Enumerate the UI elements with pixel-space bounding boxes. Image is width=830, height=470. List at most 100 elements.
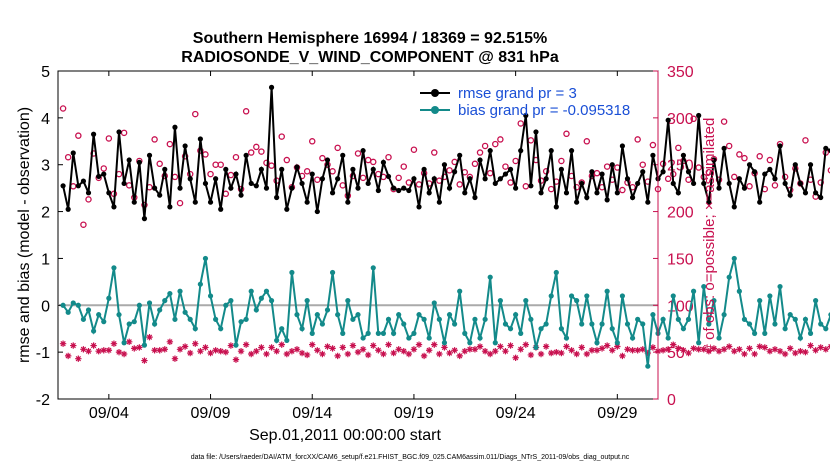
- y-right-tick-label: 200: [667, 205, 694, 222]
- bias-point: [101, 319, 107, 325]
- bias-point: [284, 337, 290, 344]
- assimilated-obs-point: [314, 347, 321, 354]
- rmse-point: [807, 162, 814, 168]
- bias-point: [680, 326, 687, 332]
- y-left-tick-label: -1: [36, 345, 50, 362]
- possible-obs-point: [573, 183, 580, 191]
- bias-point: [274, 337, 280, 344]
- assimilated-obs-point: [822, 346, 829, 353]
- bias-point: [355, 312, 361, 318]
- bias-point: [589, 321, 595, 327]
- bias-point: [218, 326, 224, 332]
- bias-point: [167, 290, 173, 297]
- rmse-point: [792, 162, 798, 168]
- assimilated-obs-point: [787, 345, 794, 352]
- footer-data-file: data file: /Users/raeder/DAI/ATM_forcXX/…: [191, 454, 630, 461]
- bias-point: [640, 321, 646, 327]
- rmse-point: [90, 131, 97, 137]
- possible-obs-point: [746, 183, 753, 190]
- assimilated-obs-point: [242, 341, 250, 348]
- bias-point: [823, 326, 829, 332]
- possible-obs-point: [497, 136, 504, 143]
- bias-point: [385, 316, 392, 322]
- assimilated-obs-point: [568, 347, 575, 354]
- assimilated-obs-point: [192, 340, 199, 347]
- possible-obs-point: [59, 105, 67, 112]
- assimilated-obs-point: [176, 346, 184, 353]
- possible-obs-point: [639, 161, 646, 168]
- assimilated-obs-point: [400, 348, 407, 355]
- assimilated-obs-point: [380, 350, 387, 358]
- assimilated-obs-point: [415, 341, 423, 348]
- bias-point: [629, 335, 636, 341]
- rmse-point: [106, 190, 112, 196]
- assimilated-obs-point: [461, 348, 468, 355]
- possible-obs-point: [319, 154, 326, 162]
- rmse-point: [365, 180, 371, 187]
- rmse-point: [640, 169, 646, 175]
- rmse-point: [624, 176, 631, 182]
- assimilated-obs-point: [751, 350, 758, 358]
- rmse-point: [274, 194, 280, 201]
- assimilated-obs-point: [329, 345, 336, 352]
- assimilated-obs-point: [146, 333, 153, 341]
- bias-point: [279, 326, 285, 332]
- possible-obs-point: [64, 153, 72, 161]
- bias-point: [624, 321, 631, 327]
- bias-point: [228, 298, 234, 304]
- assimilated-obs-point: [527, 351, 535, 359]
- assimilated-obs-point: [664, 346, 672, 353]
- bias-point: [294, 312, 300, 318]
- bias-point: [192, 326, 198, 332]
- rmse-point: [213, 176, 219, 182]
- assimilated-obs-point: [227, 342, 235, 349]
- rmse-point: [396, 187, 402, 194]
- rmse-point: [162, 166, 168, 172]
- assimilated-obs-point: [766, 348, 774, 355]
- rmse-point: [746, 162, 753, 168]
- rmse-point: [141, 216, 148, 222]
- x-tick-label: 09/29: [597, 405, 637, 422]
- bias-point: [314, 312, 320, 318]
- bias-point: [106, 295, 112, 301]
- assimilated-obs-point: [542, 343, 550, 350]
- possible-obs-point: [756, 153, 763, 160]
- assimilated-obs-point: [202, 344, 209, 351]
- possible-obs-point: [385, 153, 392, 161]
- bias-point: [401, 321, 407, 327]
- rmse-point: [762, 171, 768, 177]
- rmse-point: [452, 169, 458, 175]
- rmse-point: [660, 169, 666, 175]
- rmse-point: [126, 157, 132, 163]
- bias-point: [731, 255, 737, 262]
- bias-point: [304, 298, 310, 304]
- bias-point: [558, 326, 564, 332]
- bias-point: [528, 316, 534, 322]
- assimilated-obs-point: [776, 348, 784, 355]
- bias-point: [650, 312, 656, 318]
- possible-obs-point: [247, 149, 255, 156]
- rmse-point: [772, 176, 778, 182]
- bias-point: [609, 326, 615, 332]
- assimilated-obs-point: [558, 349, 565, 357]
- assimilated-obs-point: [95, 348, 102, 355]
- possible-obs-point: [151, 136, 158, 143]
- bias-point: [762, 330, 768, 336]
- rmse-point: [568, 148, 575, 154]
- assimilated-obs-point: [395, 346, 402, 353]
- rmse-point: [85, 190, 92, 196]
- bias-point: [146, 300, 153, 306]
- bias-point: [441, 340, 448, 346]
- possible-obs-point: [354, 150, 362, 157]
- possible-obs-point: [308, 138, 316, 145]
- bias-point: [345, 298, 351, 304]
- rmse-point: [319, 176, 326, 182]
- bias-point: [396, 312, 402, 318]
- assimilated-obs-point: [217, 348, 224, 355]
- assimilated-obs-point: [507, 342, 514, 349]
- possible-obs-point: [563, 130, 570, 138]
- bias-point: [207, 293, 214, 299]
- bias-point: [568, 293, 575, 299]
- assimilated-obs-point: [644, 349, 652, 357]
